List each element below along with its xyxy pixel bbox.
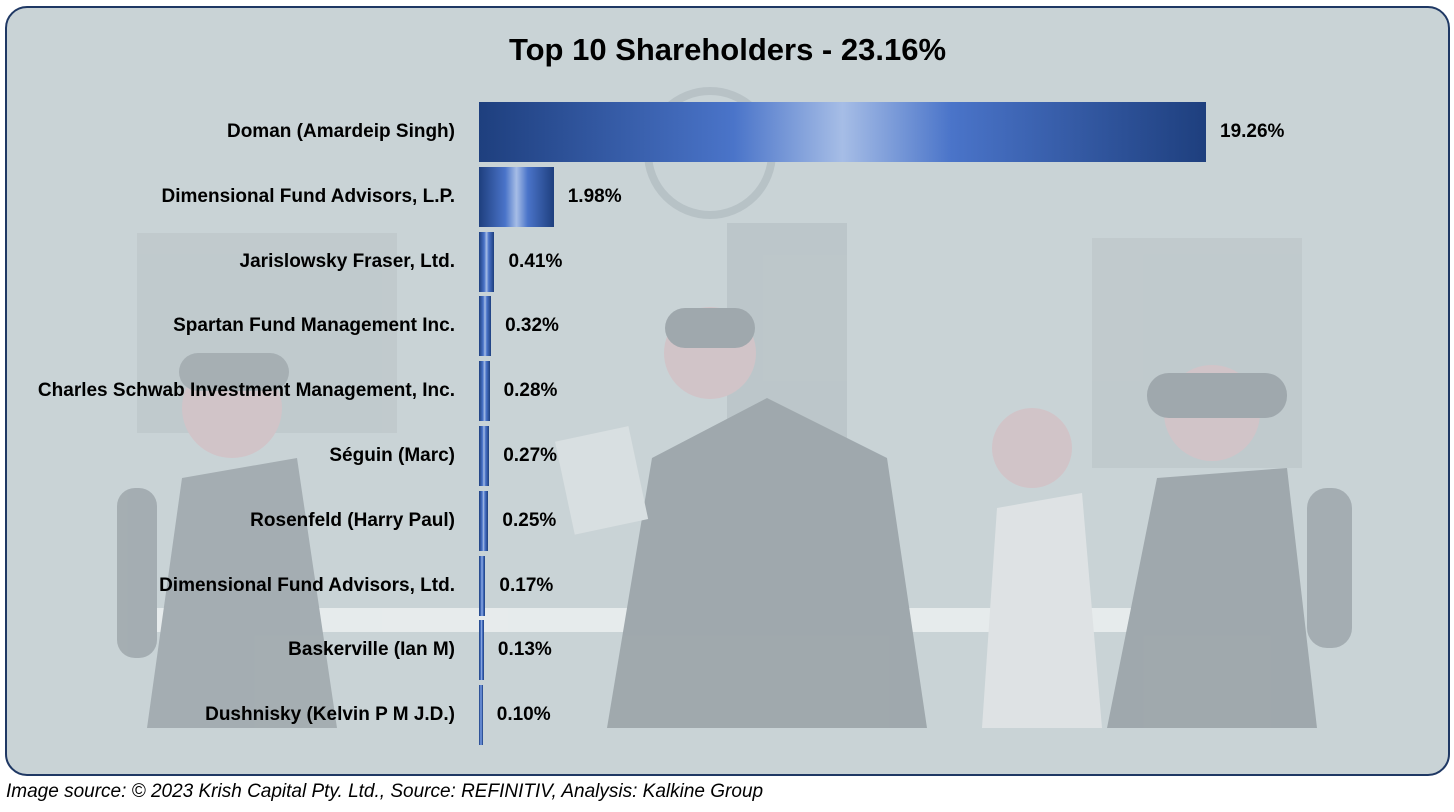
category-label: Dimensional Fund Advisors, Ltd.	[159, 574, 455, 596]
bar	[479, 490, 489, 551]
bar	[479, 296, 492, 357]
category-label: Spartan Fund Management Inc.	[173, 315, 455, 337]
bar	[479, 426, 490, 486]
data-label: 0.32%	[505, 315, 559, 337]
data-label: 19.26%	[1220, 121, 1285, 142]
category-label: Séguin (Marc)	[329, 445, 455, 466]
chart-panel: Top 10 Shareholders - 23.16% Doman (Amar…	[5, 6, 1450, 776]
data-label: 0.27%	[503, 445, 558, 466]
background-illustration	[117, 87, 1352, 728]
bar	[479, 166, 554, 227]
data-label: 0.13%	[497, 639, 552, 661]
data-label: 0.41%	[508, 250, 563, 272]
bar	[479, 231, 495, 292]
category-label: Dushnisky (Kelvin P M J.D.)	[205, 704, 455, 726]
bar	[479, 620, 484, 681]
image-source-caption: Image source: © 2023 Krish Capital Pty. …	[6, 781, 764, 802]
data-label: 0.17%	[499, 574, 554, 596]
data-label: 0.28%	[503, 380, 558, 402]
category-label: Rosenfeld (Harry Paul)	[250, 509, 455, 531]
data-label: 0.10%	[496, 704, 551, 726]
category-label: Charles Schwab Investment Management, In…	[37, 380, 455, 402]
data-label: 0.25%	[502, 509, 557, 531]
bar	[479, 555, 486, 616]
category-label: Doman (Amardeip Singh)	[226, 121, 455, 142]
category-label: Dimensional Fund Advisors, L.P.	[161, 185, 456, 207]
bar	[479, 685, 483, 746]
data-label: 1.98%	[567, 185, 622, 207]
bar	[479, 361, 490, 422]
chart-title: Top 10 Shareholders - 23.16%	[508, 32, 947, 67]
category-label: Jarislowsky Fraser, Ltd.	[239, 250, 455, 272]
category-label: Baskerville (Ian M)	[288, 639, 455, 661]
bar	[479, 102, 1206, 162]
